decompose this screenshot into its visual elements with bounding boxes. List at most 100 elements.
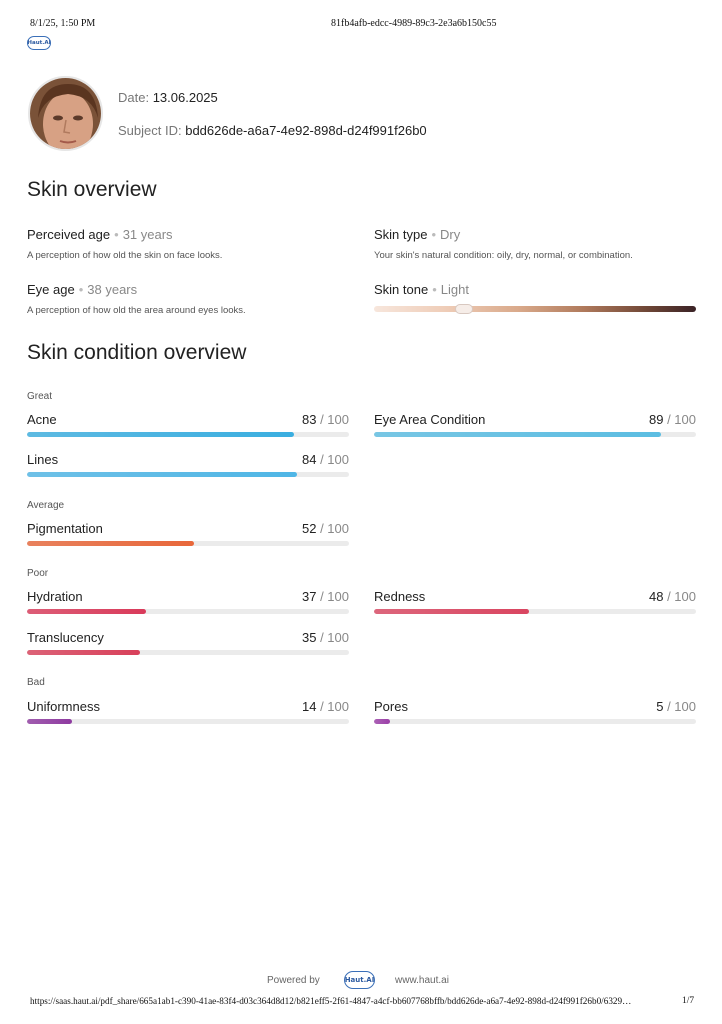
- score-value: 5: [656, 699, 664, 714]
- powered-by-label: Powered by: [267, 975, 320, 986]
- score-max: 100: [674, 589, 696, 604]
- page-number: 1/7: [682, 996, 695, 1006]
- skin-condition-title: Skin condition overview: [27, 341, 247, 364]
- condition-header: Eye Area Condition 89 / 100: [374, 412, 696, 431]
- condition-uniformness: Uniformness 14 / 100: [27, 699, 349, 724]
- score-bar-fill: [27, 472, 298, 477]
- condition-score: 52 / 100: [302, 521, 349, 536]
- score-max: 100: [327, 412, 349, 427]
- score-value: 83: [301, 412, 317, 427]
- score-value: 89: [648, 412, 664, 427]
- score-bar-track: [27, 650, 349, 655]
- skin-type-title: Skin type • Dry: [374, 227, 460, 242]
- separator-dot: •: [431, 227, 437, 242]
- condition-name: Lines: [27, 452, 59, 467]
- score-max: 100: [674, 699, 696, 714]
- page-url[interactable]: https://saas.haut.ai/pdf_share/665a1ab1-…: [30, 996, 632, 1006]
- separator-dot: •: [114, 227, 119, 242]
- score-divider: /: [663, 699, 675, 714]
- condition-translucency: Translucency 35 / 100: [27, 630, 349, 655]
- footer-haut-ai-logo[interactable]: Haut.AI: [344, 971, 375, 989]
- skin-tone-marker: [455, 304, 474, 314]
- condition-header: Translucency 35 / 100: [27, 630, 349, 649]
- score-bar-track: [27, 472, 349, 477]
- skin-type-label: Skin type: [374, 227, 428, 242]
- score-bar-fill: [27, 719, 73, 724]
- score-divider: /: [316, 630, 328, 645]
- score-bar-track: [374, 719, 696, 724]
- score-bar-fill: [27, 432, 295, 437]
- print-doc-id: 81fb4afb-edcc-4989-89c3-2e3a6b150c55: [331, 18, 497, 29]
- score-max: 100: [327, 452, 349, 467]
- website-link[interactable]: www.haut.ai: [395, 975, 449, 986]
- eye-age-description: A perception of how old the area around …: [27, 305, 246, 316]
- score-bar-fill: [374, 609, 529, 614]
- condition-score: 35 / 100: [302, 630, 349, 645]
- condition-header: Pores 5 / 100: [374, 699, 696, 718]
- condition-name: Translucency: [27, 630, 104, 645]
- skin-tone-scale: [374, 304, 696, 314]
- condition-name: Redness: [374, 589, 426, 604]
- condition-header: Pigmentation 52 / 100: [27, 521, 349, 540]
- condition-score: 14 / 100: [302, 699, 349, 714]
- condition-pores: Pores 5 / 100: [374, 699, 696, 724]
- score-value: 52: [301, 521, 317, 536]
- condition-pigmentation: Pigmentation 52 / 100: [27, 521, 349, 546]
- condition-score: 37 / 100: [302, 589, 349, 604]
- score-divider: /: [663, 589, 675, 604]
- score-max: 100: [327, 589, 349, 604]
- condition-acne: Acne 83 / 100: [27, 412, 349, 437]
- score-bar-fill: [27, 541, 195, 546]
- condition-score: 84 / 100: [302, 452, 349, 467]
- score-bar-fill: [27, 650, 140, 655]
- date-line: Date: 13.06.2025: [118, 90, 218, 105]
- group-label-poor: Poor: [27, 568, 49, 579]
- score-bar-track: [374, 609, 696, 614]
- eye-age-value: 38 years: [87, 282, 138, 297]
- condition-hydration: Hydration 37 / 100: [27, 589, 349, 614]
- avatar: [28, 76, 103, 151]
- perceived-age-label: Perceived age: [27, 227, 111, 242]
- perceived-age-value: 31 years: [122, 227, 173, 242]
- score-divider: /: [316, 699, 328, 714]
- skin-type-value: Dry: [440, 227, 461, 242]
- condition-eye-area: Eye Area Condition 89 / 100: [374, 412, 696, 437]
- date-value: 13.06.2025: [152, 90, 218, 105]
- condition-score: 5 / 100: [656, 699, 696, 714]
- score-bar-fill: [374, 719, 391, 724]
- score-value: 35: [301, 630, 317, 645]
- condition-score: 48 / 100: [649, 589, 696, 604]
- subject-id-label: Subject ID:: [118, 123, 182, 138]
- date-label: Date:: [118, 90, 150, 105]
- score-bar-track: [27, 719, 349, 724]
- condition-score: 83 / 100: [302, 412, 349, 427]
- condition-header: Lines 84 / 100: [27, 452, 349, 471]
- eye-age-title: Eye age • 38 years: [27, 282, 137, 297]
- condition-name: Hydration: [27, 589, 83, 604]
- score-divider: /: [316, 452, 328, 467]
- score-value: 84: [301, 452, 317, 467]
- score-divider: /: [316, 412, 328, 427]
- condition-name: Pores: [374, 699, 408, 714]
- score-bar-fill: [374, 432, 661, 437]
- score-value: 37: [301, 589, 317, 604]
- condition-score: 89 / 100: [649, 412, 696, 427]
- skin-tone-label: Skin tone: [374, 282, 429, 297]
- score-max: 100: [327, 699, 349, 714]
- score-value: 14: [301, 699, 317, 714]
- subject-id-line: Subject ID: bdd626de-a6a7-4e92-898d-d24f…: [118, 123, 427, 138]
- score-divider: /: [316, 521, 328, 536]
- eye-age-label: Eye age: [27, 282, 75, 297]
- condition-header: Acne 83 / 100: [27, 412, 349, 431]
- score-divider: /: [663, 412, 675, 427]
- separator-dot: •: [78, 282, 84, 297]
- score-max: 100: [674, 412, 696, 427]
- condition-header: Redness 48 / 100: [374, 589, 696, 608]
- score-max: 100: [327, 630, 349, 645]
- group-label-bad: Bad: [27, 677, 45, 688]
- group-label-average: Average: [27, 500, 65, 511]
- haut-ai-logo: Haut.AI: [27, 36, 51, 50]
- skin-tone-title: Skin tone • Light: [374, 282, 469, 297]
- perceived-age-description: A perception of how old the skin on face…: [27, 250, 223, 261]
- score-bar-fill: [27, 609, 147, 614]
